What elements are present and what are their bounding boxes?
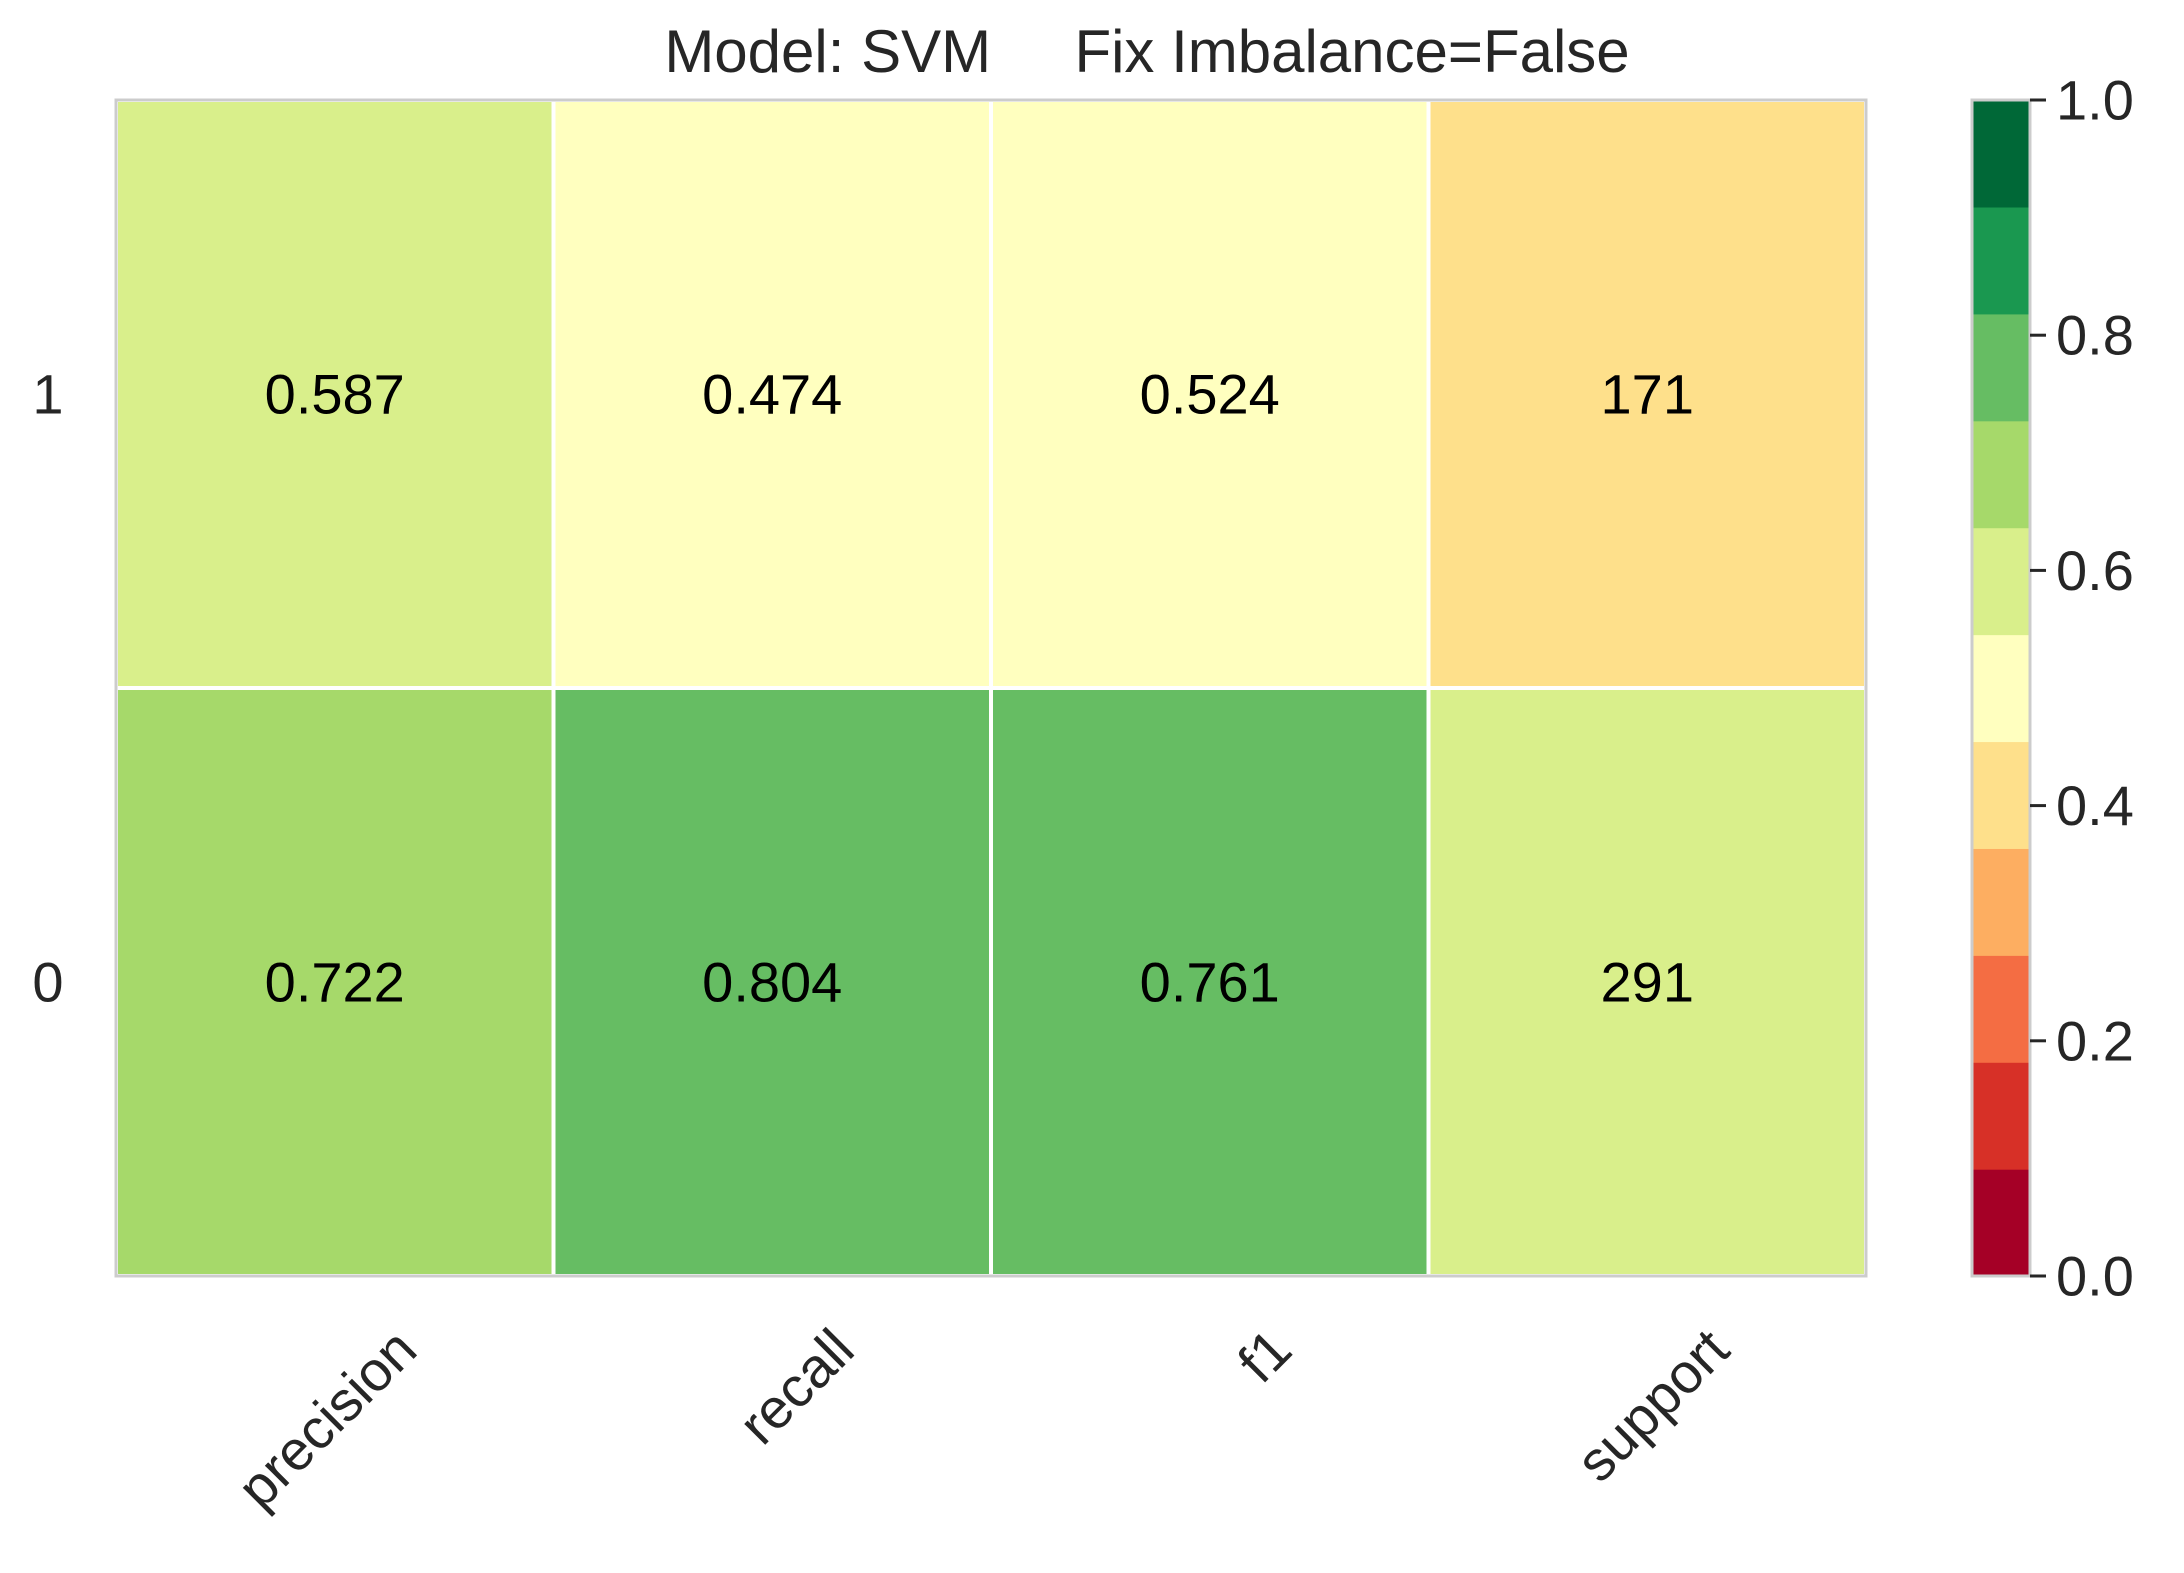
y-tick-label: 1	[32, 363, 63, 426]
cell-value-label: 171	[1601, 363, 1694, 426]
x-tick-label: support	[1564, 1316, 1741, 1493]
x-tick-label: f1	[1226, 1317, 1304, 1395]
heatmap-cell	[114, 98, 556, 690]
heatmap-cells: 0.587 0.474 0.524 171 0.722 0.804 0.761 291	[114, 98, 1868, 1278]
colorbar-tick-label: 0.4	[2056, 774, 2134, 837]
heatmap-cell	[114, 686, 556, 1278]
colorbar-segment	[1972, 1062, 2030, 1170]
chart-title: Model: SVM Fix Imbalance=False	[664, 18, 1629, 85]
colorbar-tick-label: 0.6	[2056, 539, 2134, 602]
colorbar-segment	[1972, 313, 2030, 422]
heatmap-cell	[551, 686, 993, 1278]
cell-value-label: 291	[1601, 951, 1694, 1014]
colorbar-tick-label: 0.8	[2056, 304, 2134, 367]
heatmap-cell	[551, 98, 993, 690]
cell-value-label: 0.761	[1140, 951, 1280, 1014]
cell-value-label: 0.804	[702, 951, 842, 1014]
colorbar-segment	[1972, 206, 2030, 315]
colorbar: 0.0 0.2 0.4 0.6 0.8 1.0	[1970, 69, 2134, 1308]
cell-value-label: 0.524	[1140, 363, 1280, 426]
colorbar-segment	[1972, 527, 2030, 636]
colorbar-segment	[1972, 848, 2030, 956]
plot-frame	[114, 98, 1868, 1278]
colorbar-segment	[1972, 420, 2030, 529]
colorbar-tick-label: 0.2	[2056, 1009, 2134, 1072]
heatmap-cell	[1426, 98, 1868, 690]
y-tick-label: 0	[32, 951, 63, 1014]
colorbar-frame	[1970, 98, 2032, 1278]
x-axis: precision recall f1 support	[225, 1316, 1741, 1519]
cell-value-label: 0.587	[265, 363, 405, 426]
heatmap-cell	[1426, 686, 1868, 1278]
x-tick-label: recall	[726, 1317, 865, 1456]
x-tick-label: precision	[225, 1317, 428, 1520]
colorbar-segment	[1972, 100, 2030, 208]
cell-value-label: 0.474	[702, 363, 842, 426]
y-axis: 10	[32, 363, 63, 1014]
colorbar-segment	[1972, 634, 2030, 743]
colorbar-segment	[1972, 741, 2030, 849]
colorbar-segment	[1972, 1169, 2030, 1277]
colorbar-tick-label: 1.0	[2056, 69, 2134, 132]
cell-value-label: 0.722	[265, 951, 405, 1014]
colorbar-segment	[1972, 955, 2030, 1063]
colorbar-tick-label: 0.0	[2056, 1245, 2134, 1308]
